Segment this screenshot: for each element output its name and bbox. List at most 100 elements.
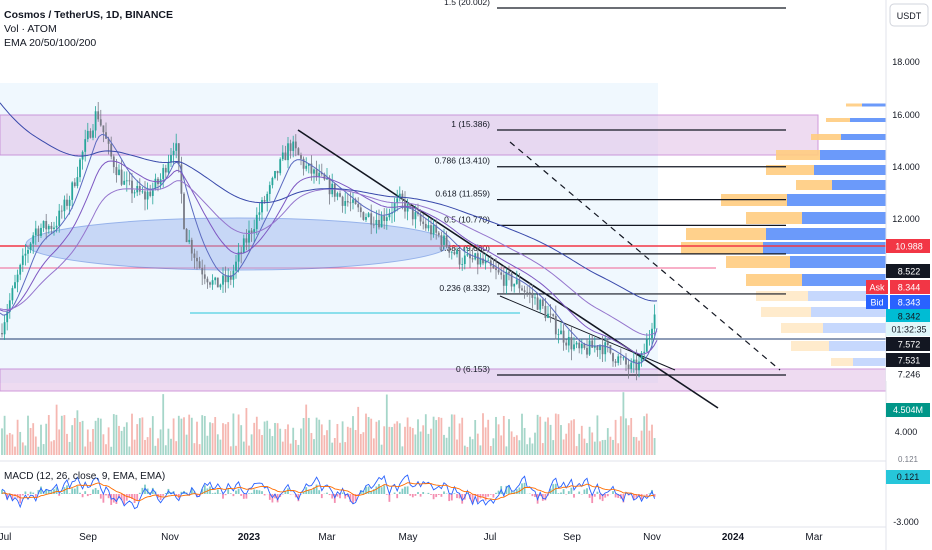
volume-profile-row <box>763 242 886 254</box>
volume-bar <box>417 419 419 455</box>
candle-body <box>515 279 518 284</box>
price-label-value: 7.531 <box>898 356 921 366</box>
volume-bar <box>573 419 575 455</box>
volume-bar <box>484 427 487 455</box>
currency-button <box>889 3 929 27</box>
candle-body <box>552 314 555 316</box>
volume-bar <box>292 427 295 455</box>
price-label-box <box>886 367 930 381</box>
macd-histogram-bar <box>76 486 79 494</box>
macd-histogram-bar <box>409 494 412 496</box>
macd-histogram-bar <box>19 494 22 504</box>
volume-bar <box>458 423 461 455</box>
volume-bar <box>53 440 55 455</box>
macd-histogram-bar <box>27 494 29 496</box>
macd-histogram-bar <box>458 494 461 499</box>
volume-bar <box>287 424 289 455</box>
volume-bar <box>617 443 620 455</box>
candle-body <box>645 339 648 352</box>
candle-body <box>86 130 89 140</box>
candle-body <box>27 249 29 254</box>
candle-body <box>255 214 258 230</box>
candle-body <box>411 206 414 220</box>
volume-bar <box>474 420 477 455</box>
volume-legend[interactable]: Vol · ATOM <box>4 23 57 35</box>
volume-bar <box>440 417 443 455</box>
macd-histogram-bar <box>235 490 237 494</box>
fib-level-label: 1 (15.386) <box>451 119 490 129</box>
candle-body <box>66 199 68 206</box>
macd-histogram-bar <box>227 489 230 494</box>
volume-bar <box>274 422 276 455</box>
volume-bar <box>432 416 435 455</box>
time-axis-tick: Jul <box>0 532 11 543</box>
macd-histogram-bar <box>141 487 144 494</box>
candle-body <box>201 268 204 275</box>
volume-bar <box>206 435 209 455</box>
volume-bar <box>219 439 222 455</box>
ema-50-line <box>0 160 658 355</box>
macd-histogram-bar <box>521 483 523 494</box>
candle-body <box>133 192 136 194</box>
macd-histogram-bar <box>606 494 609 497</box>
candle-body <box>240 251 243 253</box>
volume-profile-row <box>746 274 802 286</box>
macd-legend[interactable]: MACD (12, 26, close, 9, EMA, EMA) <box>4 471 166 482</box>
macd-histogram-bar <box>248 493 250 494</box>
price-axis-tick: 14.000 <box>892 162 920 172</box>
price-label-value: 7.572 <box>898 340 921 350</box>
candle-body <box>79 159 81 178</box>
volume-bar <box>86 429 89 455</box>
volume-bar <box>315 417 318 455</box>
macd-histogram-bar <box>422 492 425 494</box>
macd-histogram-bar <box>357 494 360 495</box>
macd-histogram-bar <box>482 494 484 497</box>
volume-bar <box>211 423 214 455</box>
volume-bar <box>599 441 601 455</box>
volume-bar <box>177 415 180 455</box>
macd-histogram-bar <box>151 487 154 494</box>
volume-bar <box>424 414 427 455</box>
volume-profile-row <box>766 165 814 175</box>
candle-body <box>63 199 66 212</box>
volume-bar <box>333 437 336 455</box>
candle-body <box>591 340 594 348</box>
macd-histogram-bar <box>370 491 373 494</box>
macd-histogram-bar <box>37 490 40 494</box>
macd-histogram-bar <box>115 494 118 504</box>
candle-body <box>560 330 562 335</box>
volume-bar <box>242 441 245 455</box>
volume-bar <box>263 421 266 455</box>
resistance-zone <box>0 114 819 156</box>
symbol-title[interactable]: Cosmos / TetherUS, 1D, BINANCE <box>4 9 173 21</box>
price-axis-tick: -3.000 <box>893 517 919 527</box>
candle-body <box>170 154 172 163</box>
macd-histogram-bar <box>565 494 568 495</box>
macd-histogram-bar <box>318 490 321 494</box>
macd-histogram-bar <box>417 492 419 494</box>
candle-body <box>541 299 544 306</box>
price-label-value: 8.343 <box>898 298 921 308</box>
candle-body <box>274 170 276 178</box>
volume-bar <box>513 436 516 455</box>
candle-body <box>599 345 601 351</box>
volume-bar <box>118 425 120 455</box>
macd-histogram-bar <box>313 487 315 494</box>
volume-bar <box>583 438 586 455</box>
candle-body <box>261 200 263 213</box>
macd-histogram-bar <box>432 494 435 500</box>
candle-body <box>409 203 412 207</box>
ema-legend[interactable]: EMA 20/50/100/200 <box>4 37 97 49</box>
macd-histogram-bar <box>479 494 482 499</box>
macd-histogram-bar <box>263 494 266 496</box>
volume-bar <box>209 422 211 455</box>
candle-body <box>612 353 614 362</box>
volume-bar <box>380 444 383 455</box>
volume-bar <box>469 436 471 455</box>
volume-bar <box>409 426 412 455</box>
macd-histogram-bar <box>599 494 601 500</box>
candle-body <box>1 332 3 335</box>
macd-histogram-bar <box>68 493 71 494</box>
